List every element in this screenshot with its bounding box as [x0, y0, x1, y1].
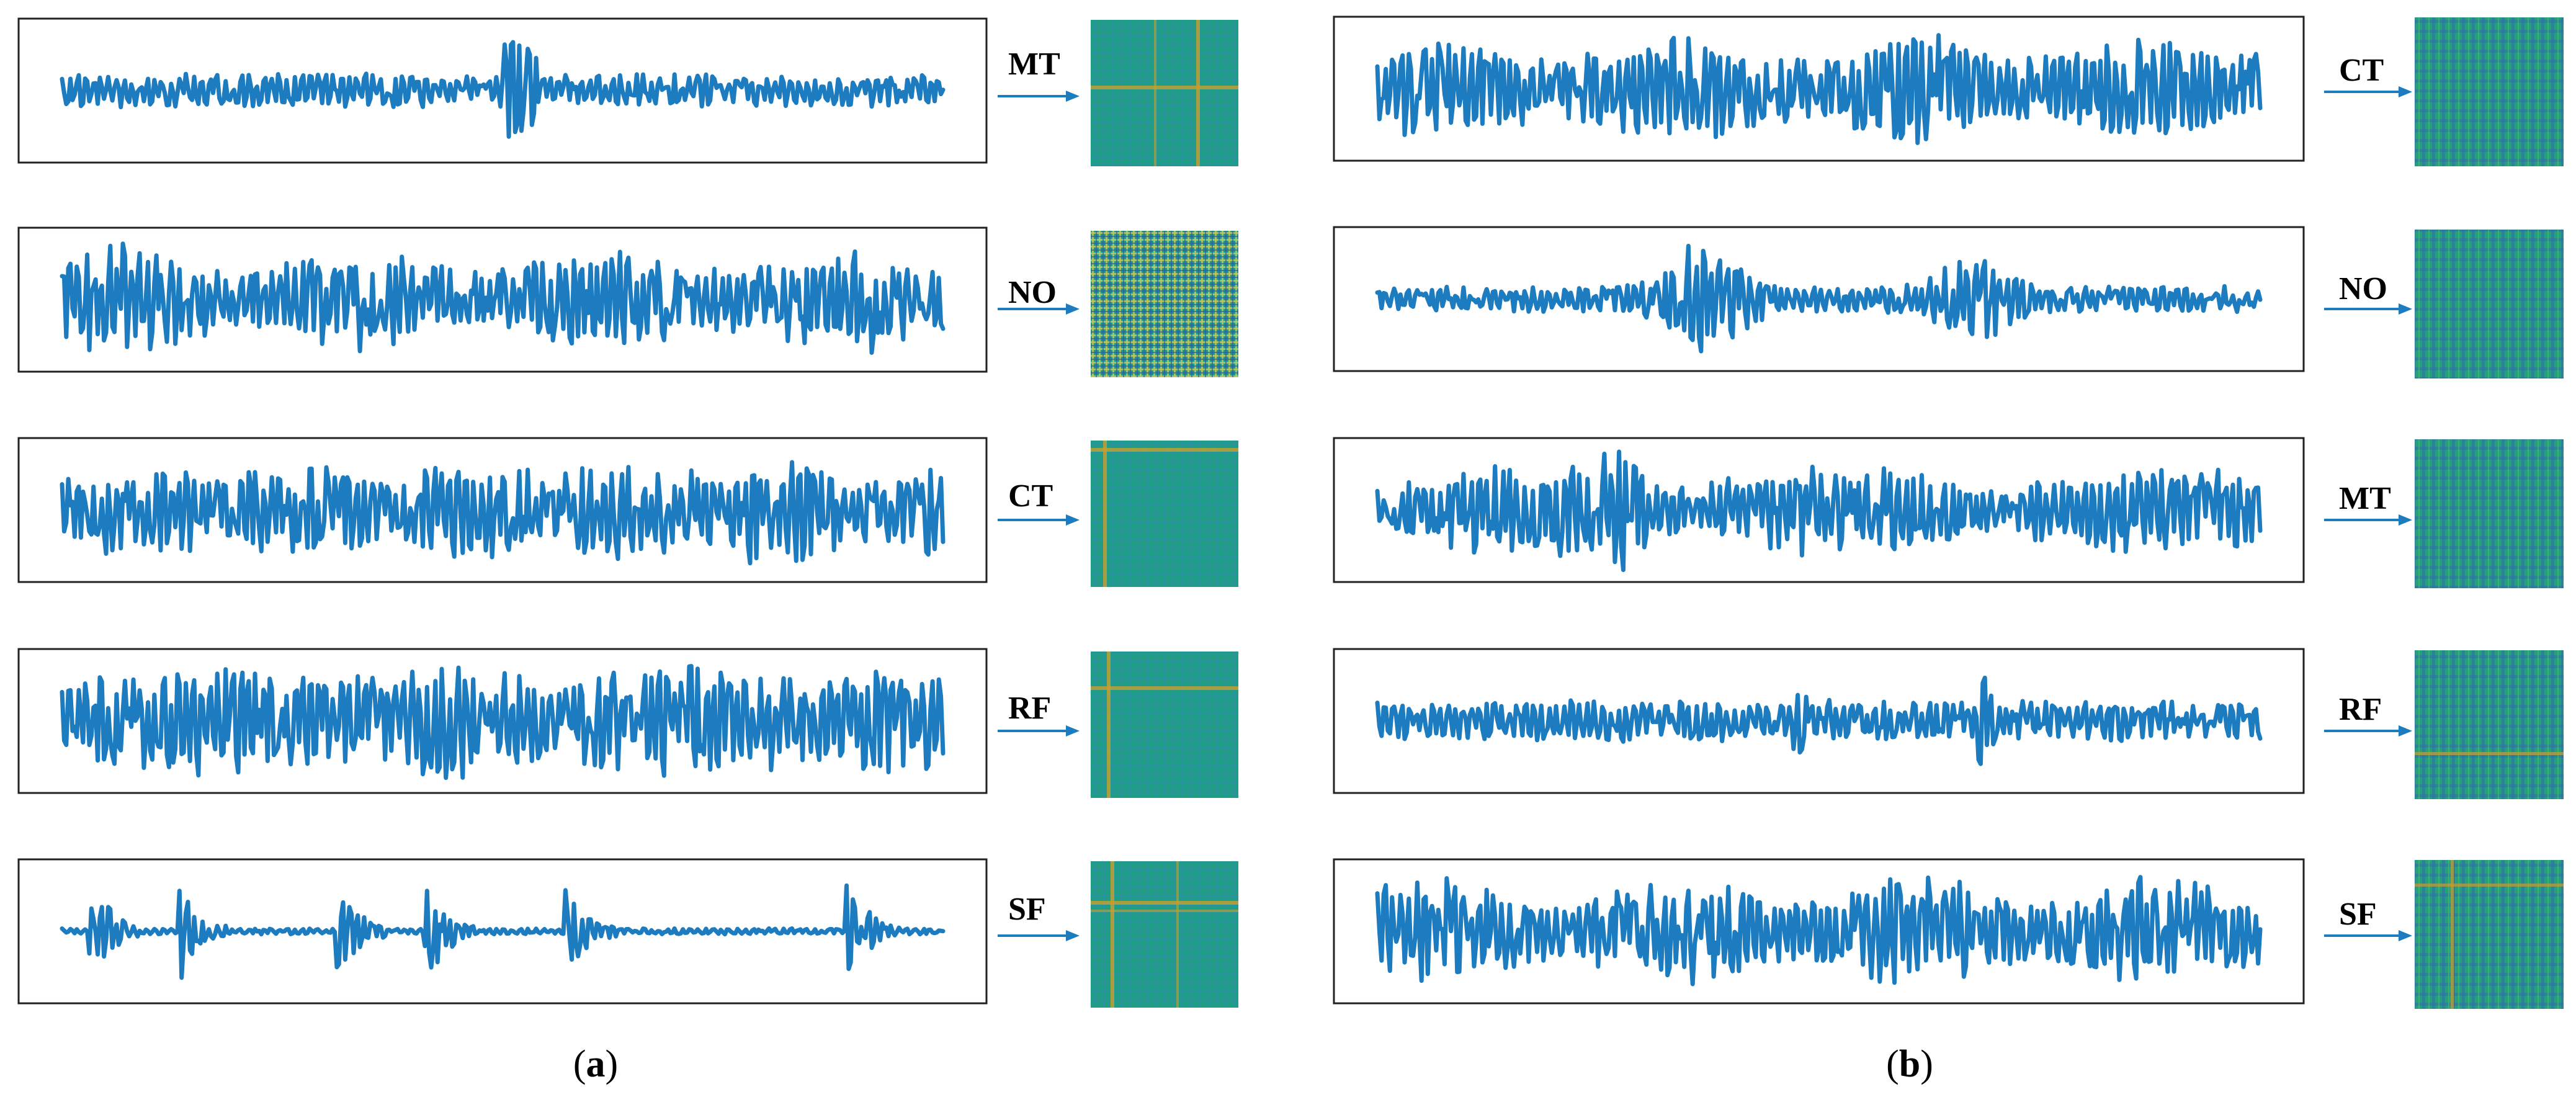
arrow-head	[1066, 91, 1080, 102]
waveform	[1375, 875, 2263, 987]
class-label: RF	[2339, 692, 2382, 727]
matrix-stripe	[1091, 86, 1238, 89]
panel-b: CT NO MT RF	[1333, 16, 2564, 1085]
panel-caption: (a)	[573, 1043, 618, 1085]
class-label: SF	[1008, 892, 1046, 927]
row-b-3: MT	[1333, 437, 2564, 588]
matrix-stripe	[1091, 686, 1238, 690]
row-a-4: RF	[17, 648, 1238, 798]
waveform	[60, 460, 946, 566]
arrow-head	[2399, 930, 2412, 941]
matrix-stripe	[2415, 884, 2564, 887]
row-a-5: SF	[17, 858, 1238, 1008]
arrow-head	[2399, 303, 2412, 315]
matrix-stripe	[1154, 20, 1156, 166]
gramian-matrix-image	[2415, 230, 2564, 378]
row-a-2: NO	[17, 226, 1238, 377]
panel-caption: (b)	[1886, 1043, 1933, 1085]
class-label: NO	[1008, 275, 1057, 310]
waveform	[1375, 449, 2263, 572]
class-label: SF	[2339, 897, 2377, 932]
gramian-matrix-image	[2415, 650, 2564, 799]
class-label: NO	[2339, 271, 2387, 307]
arrow-head	[1066, 930, 1080, 941]
matrix-stripe	[1091, 448, 1238, 452]
arrow-head	[2399, 514, 2412, 526]
gramian-matrix-image	[2415, 439, 2564, 588]
gramian-matrix-image	[1091, 20, 1238, 166]
arrow-head	[1066, 303, 1080, 315]
waveform	[1375, 243, 2263, 354]
matrix-stripe	[2451, 860, 2454, 1009]
panel-a: MT NO CT RF	[17, 17, 1238, 1085]
arrow-head	[2399, 725, 2412, 737]
matrix-stripe	[1196, 20, 1200, 166]
waveform	[60, 883, 946, 980]
gramian-matrix-image	[2415, 17, 2564, 166]
matrix-stripe	[1107, 651, 1111, 798]
waveform	[60, 664, 946, 781]
row-a-3: CT	[17, 437, 1238, 587]
waveform	[1375, 675, 2263, 766]
matrix-stripe	[1091, 910, 1238, 912]
class-label: RF	[1008, 691, 1051, 726]
row-b-4: RF	[1333, 648, 2564, 799]
row-b-5: SF	[1333, 858, 2564, 1009]
class-label: CT	[2339, 53, 2384, 88]
gramian-matrix-image	[1091, 231, 1238, 377]
gramian-matrix-image	[1091, 861, 1238, 1008]
gramian-matrix-image	[1091, 441, 1238, 587]
class-label: MT	[2339, 481, 2391, 516]
matrix-stripe	[1103, 441, 1107, 587]
waveform	[60, 40, 946, 139]
waveform	[60, 241, 946, 355]
gramian-matrix-image	[1091, 651, 1238, 798]
waveform	[1375, 33, 2263, 145]
matrix-stripe	[1091, 901, 1238, 905]
class-label: MT	[1008, 47, 1060, 82]
arrow-head	[1066, 725, 1080, 737]
gramian-matrix-image	[2415, 860, 2564, 1009]
matrix-stripe	[2415, 752, 2564, 755]
arrow-head	[1066, 514, 1080, 526]
arrow-head	[2399, 86, 2412, 97]
class-label: CT	[1008, 478, 1053, 514]
matrix-stripe	[1111, 861, 1114, 1008]
matrix-stripe	[1176, 861, 1179, 1008]
row-b-1: CT	[1333, 16, 2564, 166]
row-b-2: NO	[1333, 226, 2564, 378]
row-a-1: MT	[17, 17, 1238, 166]
